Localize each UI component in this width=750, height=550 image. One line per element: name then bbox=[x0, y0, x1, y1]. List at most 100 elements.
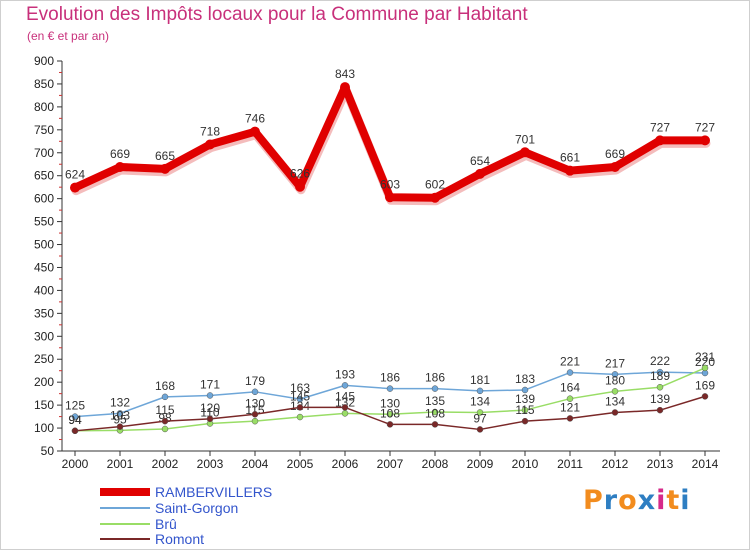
x-tick-label: 2007 bbox=[377, 457, 404, 471]
data-point bbox=[431, 421, 439, 428]
data-point bbox=[521, 406, 529, 414]
data-label: 718 bbox=[200, 125, 220, 139]
data-point bbox=[296, 404, 304, 411]
data-point bbox=[656, 383, 664, 391]
data-point bbox=[566, 415, 574, 422]
x-tick-label: 2002 bbox=[152, 457, 179, 471]
data-point bbox=[341, 382, 349, 389]
logo-letter: o bbox=[618, 485, 638, 516]
data-label: 163 bbox=[290, 381, 310, 395]
series-saint-gorgon: 125 132 168 171 179 163 193 186 186 181 183 221 217 2… bbox=[65, 354, 715, 420]
logo-letter: r bbox=[603, 485, 619, 516]
data-point bbox=[610, 161, 620, 172]
y-tick-label: 500 bbox=[34, 238, 54, 252]
data-label: 164 bbox=[560, 381, 580, 395]
page-title: Evolution des Impôts locaux pour la Comm… bbox=[26, 4, 528, 25]
data-label: 130 bbox=[380, 396, 400, 410]
data-point bbox=[430, 192, 440, 203]
data-point bbox=[115, 161, 125, 172]
data-label: 94 bbox=[68, 413, 82, 427]
data-label: 115 bbox=[155, 403, 174, 417]
data-label: 193 bbox=[335, 367, 355, 381]
x-tick-label: 2005 bbox=[287, 457, 314, 471]
data-label: 103 bbox=[110, 409, 130, 423]
data-point bbox=[161, 393, 169, 401]
data-point bbox=[296, 413, 304, 421]
data-point bbox=[205, 139, 215, 150]
data-label: 145 bbox=[335, 389, 355, 403]
logo-letter: t bbox=[666, 485, 681, 516]
data-point bbox=[251, 417, 259, 425]
y-tick-label: 850 bbox=[34, 77, 54, 91]
data-label: 186 bbox=[425, 371, 445, 385]
logo-letter: i bbox=[656, 485, 667, 516]
x-tick-label: 2000 bbox=[62, 457, 89, 471]
data-label: 180 bbox=[605, 373, 625, 387]
data-label: 183 bbox=[515, 372, 535, 386]
data-point bbox=[341, 404, 349, 411]
data-label: 115 bbox=[515, 403, 534, 417]
data-point bbox=[611, 409, 619, 416]
data-label: 654 bbox=[470, 154, 490, 168]
data-point bbox=[565, 165, 575, 176]
logo-letter: P bbox=[583, 485, 604, 516]
data-label: 134 bbox=[605, 394, 625, 408]
data-label: 130 bbox=[245, 396, 265, 410]
data-point bbox=[386, 421, 394, 428]
y-tick-label: 250 bbox=[34, 352, 54, 366]
data-point bbox=[295, 181, 305, 192]
legend-label: RAMBERVILLERS bbox=[155, 484, 272, 500]
data-label: 120 bbox=[200, 401, 220, 415]
data-point bbox=[475, 168, 485, 179]
data-label: 108 bbox=[380, 406, 400, 420]
x-tick-label: 2011 bbox=[557, 457, 583, 471]
data-point bbox=[700, 135, 710, 146]
x-tick-label: 2009 bbox=[467, 457, 494, 471]
data-point bbox=[476, 426, 484, 433]
data-label: 727 bbox=[695, 120, 715, 134]
data-label: 110 bbox=[200, 405, 219, 419]
data-point bbox=[521, 386, 529, 394]
data-label: 139 bbox=[650, 392, 670, 406]
y-tick-label: 650 bbox=[34, 169, 54, 183]
data-label: 168 bbox=[155, 379, 175, 393]
data-label: 97 bbox=[473, 411, 487, 425]
data-label: 661 bbox=[560, 151, 580, 165]
data-point bbox=[656, 406, 664, 414]
data-label: 746 bbox=[245, 112, 265, 126]
data-label: 217 bbox=[605, 356, 625, 370]
data-label: 171 bbox=[200, 377, 220, 391]
data-point bbox=[340, 82, 350, 93]
x-tick-label: 2004 bbox=[242, 457, 269, 471]
y-tick-label: 450 bbox=[34, 260, 54, 274]
data-label: 169 bbox=[695, 378, 715, 392]
data-label: 603 bbox=[380, 177, 400, 191]
x-tick-label: 2006 bbox=[332, 457, 359, 471]
data-point bbox=[70, 182, 80, 193]
x-tick-label: 2014 bbox=[692, 457, 719, 471]
data-label: 221 bbox=[560, 355, 580, 369]
data-point bbox=[611, 388, 619, 395]
y-tick-label: 800 bbox=[34, 100, 54, 114]
x-tick-label: 2008 bbox=[422, 457, 449, 471]
proxiti-logo[interactable]: Proxiti bbox=[583, 485, 691, 516]
data-point bbox=[476, 387, 484, 395]
data-point bbox=[206, 392, 214, 399]
y-tick-label: 100 bbox=[34, 421, 54, 435]
y-tick-label: 300 bbox=[34, 329, 54, 343]
data-label: 701 bbox=[515, 132, 535, 146]
data-label: 121 bbox=[560, 400, 580, 414]
data-point bbox=[251, 411, 259, 418]
x-tick-label: 2012 bbox=[602, 457, 629, 471]
data-label: 186 bbox=[380, 371, 400, 385]
data-point bbox=[386, 385, 394, 392]
x-tick-label: 2013 bbox=[647, 457, 674, 471]
data-point bbox=[250, 126, 260, 137]
legend-label: Brû bbox=[155, 516, 177, 532]
data-point bbox=[611, 371, 619, 378]
data-point bbox=[566, 369, 574, 376]
data-point bbox=[116, 410, 124, 417]
data-label: 135 bbox=[425, 394, 445, 408]
legend-label: Saint-Gorgon bbox=[155, 500, 238, 516]
